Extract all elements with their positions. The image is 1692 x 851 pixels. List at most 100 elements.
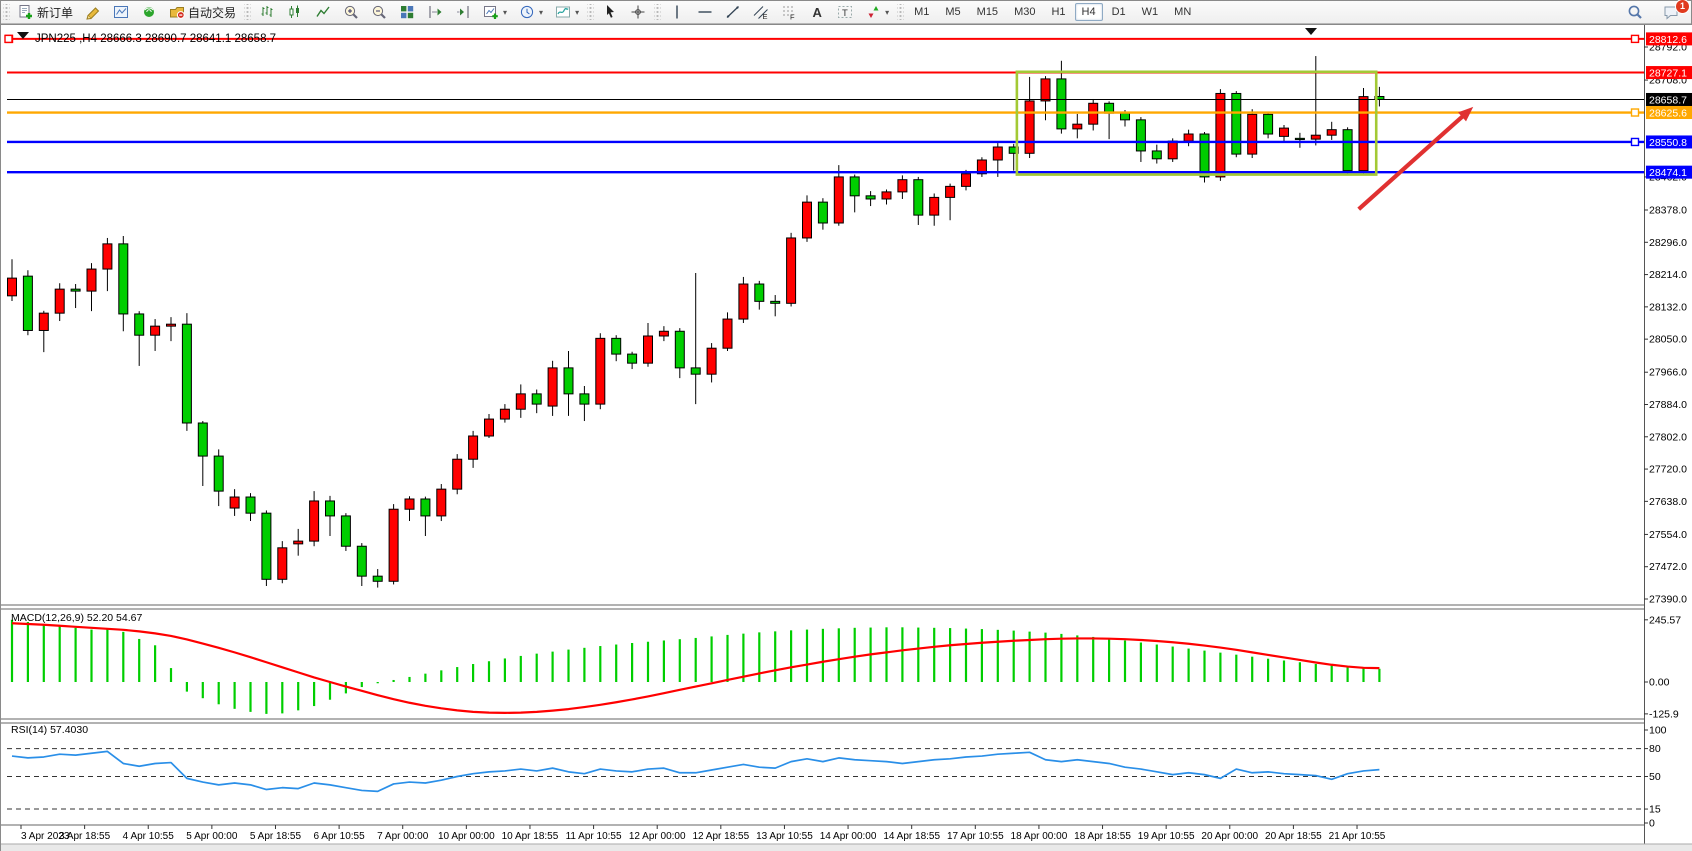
timeframe-h1-button[interactable]: H1 bbox=[1051, 6, 1066, 18]
trendline-button[interactable] bbox=[720, 3, 746, 21]
timeframe-m1-button[interactable]: M1 bbox=[914, 6, 930, 18]
candles-chart-button[interactable] bbox=[282, 3, 308, 21]
price-badge: 28625.6 bbox=[1646, 106, 1692, 120]
line-handle[interactable] bbox=[1630, 108, 1640, 117]
periods-button[interactable]: ▾ bbox=[514, 3, 548, 21]
candle-up bbox=[1072, 123, 1083, 130]
autoscroll-button[interactable] bbox=[422, 3, 448, 21]
macd-axis-label: 245.57 bbox=[1649, 614, 1681, 626]
candle-up bbox=[293, 540, 304, 545]
text-button[interactable]: A bbox=[804, 3, 830, 21]
candle-up bbox=[38, 312, 49, 331]
zoom-in-button[interactable] bbox=[338, 3, 364, 21]
rsi-axis-label: 100 bbox=[1649, 725, 1667, 737]
timeframe-d1-button[interactable]: D1 bbox=[1111, 6, 1126, 18]
horizontal-line-object[interactable] bbox=[7, 137, 1644, 147]
timeframe-m30-button[interactable]: M30 bbox=[1014, 6, 1036, 18]
candle-down bbox=[913, 179, 924, 216]
templates-icon bbox=[556, 6, 571, 18]
arrows-icon bbox=[868, 6, 879, 18]
hline-icon bbox=[698, 11, 712, 13]
zoom-out-button[interactable] bbox=[366, 3, 392, 21]
candle-down bbox=[674, 330, 685, 369]
search-button[interactable] bbox=[1622, 3, 1648, 21]
candle-up bbox=[1247, 113, 1258, 155]
candle-down bbox=[340, 515, 351, 547]
notification-badge[interactable]: 1 bbox=[1675, 0, 1690, 14]
candle-down bbox=[134, 313, 145, 336]
chevron-down-icon[interactable]: ▾ bbox=[885, 7, 890, 17]
candle-up bbox=[404, 498, 415, 510]
toolbar-group-grip[interactable] bbox=[654, 4, 662, 20]
arrows-button[interactable]: ▾ bbox=[860, 3, 894, 21]
candle-up bbox=[166, 323, 176, 327]
bars-chart-icon bbox=[261, 6, 273, 17]
line-handle[interactable] bbox=[4, 34, 13, 44]
timeframe-m15-button[interactable]: M15 bbox=[976, 6, 999, 18]
time-label: 18 Apr 18:55 bbox=[1074, 831, 1131, 842]
chevron-down-icon[interactable]: ▾ bbox=[503, 7, 508, 17]
line-handle[interactable] bbox=[1630, 34, 1640, 44]
chevron-down-icon[interactable]: ▾ bbox=[575, 7, 580, 17]
toolbar-group-grip[interactable] bbox=[897, 4, 905, 20]
line-chart-button[interactable] bbox=[310, 3, 336, 21]
line-handle[interactable] bbox=[1630, 137, 1640, 147]
crosshair-button[interactable] bbox=[625, 3, 651, 21]
chart-shift-marker[interactable] bbox=[1305, 28, 1317, 35]
timeframe-mn-button[interactable]: MN bbox=[1174, 6, 1192, 18]
candle-up bbox=[833, 176, 844, 224]
hline-button[interactable] bbox=[692, 3, 718, 21]
chart-window-button[interactable] bbox=[108, 3, 134, 21]
time-label: 7 Apr 00:00 bbox=[377, 831, 429, 842]
arrow-object[interactable] bbox=[1357, 106, 1474, 211]
rectangle-object[interactable] bbox=[1015, 70, 1378, 176]
tile-windows-icon bbox=[401, 6, 414, 19]
timeframe-h4-button[interactable]: H4 bbox=[1074, 3, 1103, 21]
signal-button[interactable] bbox=[136, 3, 162, 21]
axis-tick-label: 27884.0 bbox=[1649, 399, 1687, 411]
toolbar-group-grip[interactable] bbox=[587, 4, 595, 20]
time-label: 12 Apr 00:00 bbox=[629, 831, 686, 842]
vline-button[interactable] bbox=[664, 3, 690, 21]
time-label: 14 Apr 00:00 bbox=[820, 831, 877, 842]
candle-down bbox=[690, 367, 701, 375]
zoom-in-icon bbox=[344, 5, 358, 19]
new-chart-button[interactable]: ▾ bbox=[478, 3, 512, 21]
macd-axis-label: 0.00 bbox=[1649, 677, 1670, 689]
time-label: 13 Apr 10:55 bbox=[756, 831, 813, 842]
candle-up bbox=[961, 173, 971, 187]
chart-menu-triangle[interactable] bbox=[17, 32, 29, 39]
toolbar: 新订单 自动交易 ▾ ▾ ▾ E F A T ▾ M1 M5 M15 M30 H1 H4 D1 W1 MN 1 bbox=[1, 0, 1691, 24]
price-axis[interactable] bbox=[1645, 25, 1692, 845]
crayon-button[interactable] bbox=[80, 3, 106, 21]
channel-button[interactable]: E bbox=[748, 3, 774, 21]
autotrade-button[interactable]: 自动交易 bbox=[164, 3, 241, 21]
candle-down bbox=[372, 575, 383, 582]
timeframe-w1-button[interactable]: W1 bbox=[1141, 6, 1159, 18]
chevron-down-icon[interactable]: ▾ bbox=[539, 7, 544, 17]
svg-text:28658.7: 28658.7 bbox=[1649, 94, 1687, 106]
horizontal-line-object[interactable] bbox=[7, 108, 1644, 117]
chart-shift-button[interactable] bbox=[450, 3, 476, 21]
toolbar-group-grip[interactable] bbox=[3, 4, 10, 20]
axis-tick-label: 27390.0 bbox=[1649, 593, 1687, 605]
candle-down bbox=[865, 195, 876, 200]
time-label: 14 Apr 18:55 bbox=[883, 831, 940, 842]
label-button[interactable]: T bbox=[832, 3, 858, 21]
templates-button[interactable]: ▾ bbox=[550, 3, 584, 21]
timeframe-m5-button[interactable]: M5 bbox=[945, 6, 961, 18]
fibonacci-button[interactable]: F bbox=[776, 3, 802, 21]
bars-chart-button[interactable] bbox=[254, 3, 280, 21]
tile-windows-button[interactable] bbox=[394, 3, 420, 21]
svg-text:28550.8: 28550.8 bbox=[1649, 137, 1687, 149]
price-badge: 28658.7 bbox=[1646, 92, 1692, 106]
zoom-out-icon bbox=[372, 5, 386, 19]
macd-axis-label: -125.9 bbox=[1649, 708, 1679, 720]
chat-button[interactable]: 1 bbox=[1658, 0, 1690, 21]
new-order-button[interactable]: 新订单 bbox=[13, 3, 78, 21]
cursor-button[interactable] bbox=[597, 3, 623, 21]
toolbar-group-grip[interactable] bbox=[244, 4, 252, 20]
rsi-axis-label: 50 bbox=[1649, 771, 1661, 783]
